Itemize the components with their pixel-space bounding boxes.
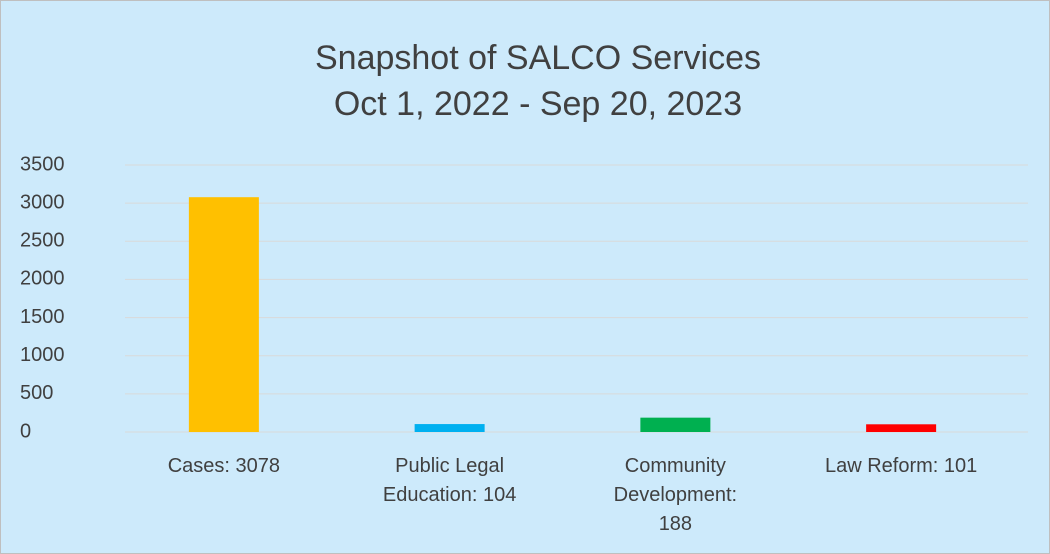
y-tick-label: 500 (20, 382, 53, 404)
y-tick-label: 3500 (20, 153, 65, 175)
x-tick-label: Law Reform: 101 (824, 455, 978, 477)
x-tick-label: Cases: 3078 (167, 455, 281, 477)
bar (188, 197, 259, 432)
bar (414, 424, 485, 432)
x-tick-label: Community Development: 188 (613, 455, 738, 535)
chart-subtitle: Oct 1, 2022 - Sep 20, 2023 (334, 85, 742, 123)
y-tick-label: 2500 (20, 230, 65, 252)
y-tick-label: 1000 (20, 344, 65, 366)
x-tick-label: Public Legal Education: 104 (382, 455, 517, 506)
y-tick-label: 2000 (20, 268, 65, 290)
y-tick-label: 1500 (20, 306, 65, 328)
y-tick-label: 0 (20, 420, 31, 442)
chart-title: Snapshot of SALCO Services (315, 39, 761, 77)
y-tick-label: 3000 (20, 191, 65, 213)
bar (866, 424, 937, 432)
bar (640, 417, 711, 432)
